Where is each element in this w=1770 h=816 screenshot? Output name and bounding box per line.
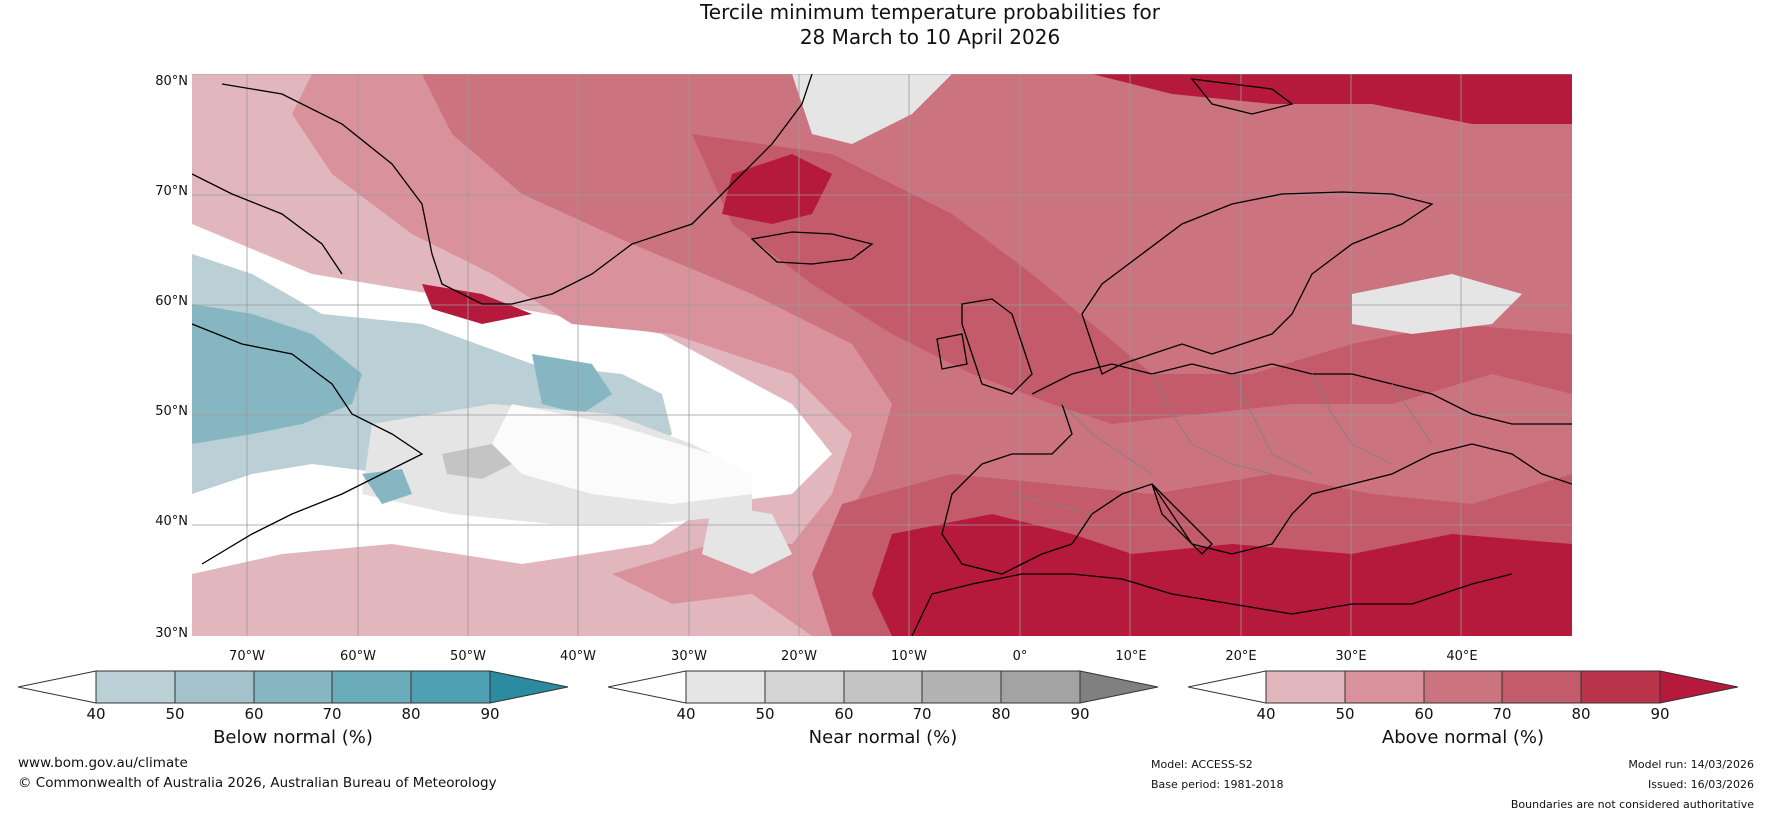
lat-label-70n: 70°N — [155, 184, 188, 199]
legend-below-swatch-5 — [410, 670, 491, 704]
legend-near-tick: 40 — [676, 705, 696, 723]
lat-label-40n: 40°N — [155, 514, 188, 529]
above-darkest-greenland-sea — [722, 154, 832, 224]
legend-near-tick: 70 — [912, 705, 932, 723]
legend-below-swatch-1 — [95, 670, 176, 704]
lat-label-80n: 80°N — [155, 74, 188, 89]
legend-above-swatch-5 — [1580, 670, 1661, 704]
legend-above-ticks: 40 50 60 70 80 90 — [1188, 705, 1738, 725]
near-light-arctic — [792, 74, 952, 144]
legend-near-swatch-5 — [1000, 670, 1081, 704]
legend-above-tick: 80 — [1571, 705, 1591, 723]
legend-below-tick: 60 — [244, 705, 264, 723]
legend-near-normal: 40 50 60 70 80 90 Near normal (%) — [607, 669, 1159, 748]
map-title: Tercile minimum temperature probabilitie… — [0, 0, 1770, 50]
legend-below-swatch-3 — [253, 670, 333, 704]
legend-below-caption: Below normal (%) — [213, 727, 373, 748]
legend-below-ticks: 40 50 60 70 80 90 — [18, 705, 568, 725]
above-darkest-arctic — [1092, 74, 1572, 124]
legend-above-tick: 50 — [1335, 705, 1355, 723]
near-light-iberia-sea — [702, 504, 792, 574]
footer-issued: Issued: 16/03/2026 — [1647, 778, 1754, 791]
white-break-atlantic — [492, 404, 772, 504]
legend-near-tick: 60 — [834, 705, 854, 723]
coastlines — [192, 74, 1572, 636]
legend-near-swatch-4 — [921, 670, 1002, 704]
legend-above-swatch-0 — [1187, 670, 1267, 704]
legend-near-tick: 90 — [1070, 705, 1090, 723]
lon-label-40e: 40°E — [1446, 649, 1478, 664]
legend-below-swatch-6 — [489, 670, 569, 704]
above-darker-region — [692, 134, 1572, 424]
legend-near-swatch-3 — [843, 670, 923, 704]
legend-below-tick: 90 — [480, 705, 500, 723]
lon-label-30e: 30°E — [1335, 649, 1367, 664]
legend-near-tick: 80 — [991, 705, 1011, 723]
above-darkest-greenland-south — [422, 284, 532, 324]
country-borders — [1011, 373, 1433, 515]
probability-map — [192, 74, 1572, 636]
legend-below-tick: 40 — [86, 705, 106, 723]
below-mid-spot — [532, 354, 612, 414]
legend-above-swatch-2 — [1344, 670, 1425, 704]
lon-label-0: 0° — [1012, 649, 1028, 664]
graticule — [192, 74, 1572, 636]
legend-near-swatch-0 — [607, 670, 687, 704]
legend-near-colorbar — [607, 670, 1159, 704]
title-line-2: 28 March to 10 April 2026 — [799, 25, 1061, 49]
near-mid-spot — [442, 444, 512, 479]
legend-near-caption: Near normal (%) — [808, 727, 958, 748]
legend-above-tick: 90 — [1650, 705, 1670, 723]
legend-below-tick: 80 — [401, 705, 421, 723]
near-light-east — [1352, 274, 1522, 334]
legend-above-normal: 40 50 60 70 80 90 Above normal (%) — [1187, 669, 1739, 748]
lon-label-20e: 20°E — [1225, 649, 1257, 664]
legend-above-tick: 60 — [1414, 705, 1434, 723]
legend-above-colorbar — [1187, 670, 1739, 704]
legend-below-swatch-4 — [331, 670, 412, 704]
legend-below-normal: 40 50 60 70 80 90 Below normal (%) — [17, 669, 569, 748]
legend-above-swatch-4 — [1501, 670, 1582, 704]
footer-base-period: Base period: 1981-2018 — [1151, 778, 1284, 791]
legend-near-ticks: 40 50 60 70 80 90 — [608, 705, 1158, 725]
lon-label-70w: 70°W — [229, 649, 265, 664]
legend-above-swatch-3 — [1423, 670, 1503, 704]
lon-label-10e: 10°E — [1115, 649, 1147, 664]
legend-above-swatch-1 — [1265, 670, 1346, 704]
footer-model-run: Model run: 14/03/2026 — [1628, 758, 1754, 771]
legend-near-swatch-2 — [764, 670, 845, 704]
legend-below-colorbar — [17, 670, 569, 704]
legend-below-swatch-2 — [174, 670, 255, 704]
lon-label-30w: 30°W — [671, 649, 707, 664]
legend-above-tick: 70 — [1492, 705, 1512, 723]
lon-label-20w: 20°W — [781, 649, 817, 664]
lon-label-40w: 40°W — [560, 649, 596, 664]
legend-above-swatch-6 — [1659, 670, 1739, 704]
title-line-1: Tercile minimum temperature probabilitie… — [699, 0, 1161, 24]
lon-label-10w: 10°W — [891, 649, 927, 664]
legend-above-caption: Above normal (%) — [1381, 727, 1545, 748]
lat-label-60n: 60°N — [155, 294, 188, 309]
legend-below-swatch-0 — [17, 670, 97, 704]
legend-below-tick: 50 — [165, 705, 185, 723]
footer-model: Model: ACCESS-S2 — [1151, 758, 1253, 771]
above-darkest-med — [872, 514, 1572, 636]
lon-label-50w: 50°W — [450, 649, 486, 664]
footer-disclaimer: Boundaries are not considered authoritat… — [1510, 798, 1754, 811]
footer-url: www.bom.gov.au/climate — [18, 755, 188, 771]
below-mid-region — [192, 304, 362, 444]
footer-copyright: © Commonwealth of Australia 2026, Austra… — [18, 775, 497, 791]
legend-near-swatch-6 — [1079, 670, 1159, 704]
legend-above-tick: 40 — [1256, 705, 1276, 723]
legend-near-swatch-1 — [685, 670, 766, 704]
legend-near-tick: 50 — [755, 705, 775, 723]
lon-label-60w: 60°W — [340, 649, 376, 664]
lat-label-50n: 50°N — [155, 404, 188, 419]
lat-label-30n: 30°N — [155, 626, 188, 641]
legend-below-tick: 70 — [322, 705, 342, 723]
